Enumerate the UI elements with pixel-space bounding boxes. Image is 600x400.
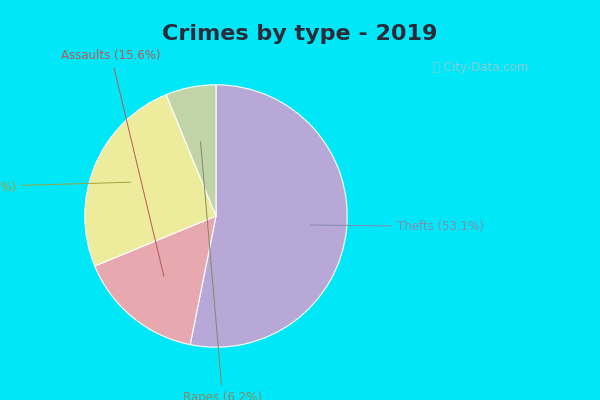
Text: Assaults (15.6%): Assaults (15.6%)	[61, 50, 164, 276]
Wedge shape	[85, 95, 216, 266]
Text: Thefts (53.1%): Thefts (53.1%)	[310, 220, 484, 233]
Text: Rapes (6.2%): Rapes (6.2%)	[183, 142, 262, 400]
Text: Burglaries (25.0%): Burglaries (25.0%)	[0, 181, 131, 194]
Text: ⓘ City-Data.com: ⓘ City-Data.com	[433, 62, 528, 74]
Text: Crimes by type - 2019: Crimes by type - 2019	[163, 24, 437, 44]
Wedge shape	[95, 216, 216, 345]
Wedge shape	[190, 85, 347, 347]
Wedge shape	[166, 85, 216, 216]
